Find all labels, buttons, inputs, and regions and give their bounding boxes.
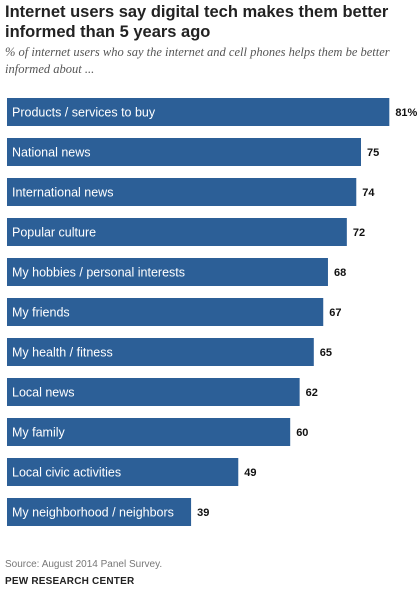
organization-label: PEW RESEARCH CENTER — [5, 576, 135, 587]
bar-value-label: 60 — [296, 427, 308, 439]
chart-subtitle: % of internet users who say the internet… — [5, 45, 390, 76]
bar-value-label: 39 — [197, 507, 209, 519]
bar-value-label: 75 — [367, 147, 379, 159]
bar — [7, 98, 390, 126]
bar — [7, 218, 347, 246]
source-note: Source: August 2014 Panel Survey. — [5, 559, 163, 570]
bar-category-label: Local news — [12, 386, 75, 400]
bar-category-label: My family — [12, 426, 66, 440]
bar — [7, 458, 239, 486]
bar — [7, 498, 192, 526]
bar — [7, 138, 361, 166]
bar-value-label: 68 — [334, 267, 346, 279]
bar — [7, 418, 291, 446]
chart-title: Internet users say digital tech makes th… — [5, 3, 389, 41]
bar-value-label: 67 — [329, 307, 341, 319]
bar — [7, 338, 314, 366]
bar-value-label: 81% — [395, 107, 417, 119]
bar — [7, 258, 328, 286]
bar-value-label: 62 — [306, 387, 318, 399]
bar-category-label: International news — [12, 186, 113, 200]
bar-category-label: Popular culture — [12, 226, 96, 240]
bar-category-label: My friends — [12, 306, 70, 320]
bar — [7, 298, 324, 326]
bar-category-label: My neighborhood / neighbors — [12, 506, 174, 520]
bar-category-label: National news — [12, 146, 91, 160]
bar-category-label: Products / services to buy — [12, 106, 156, 120]
bar-category-label: My health / fitness — [12, 346, 113, 360]
bar — [7, 378, 300, 406]
bar-chart: Products / services to buy 81% National ne… — [7, 98, 418, 526]
bar — [7, 178, 357, 206]
bar-value-label: 65 — [320, 347, 332, 359]
bar-value-label: 72 — [353, 227, 365, 239]
bar-value-label: 74 — [362, 187, 375, 199]
bar-category-label: Local civic activities — [12, 466, 121, 480]
bar-value-label: 49 — [244, 467, 256, 479]
bar-category-label: My hobbies / personal interests — [12, 266, 185, 280]
